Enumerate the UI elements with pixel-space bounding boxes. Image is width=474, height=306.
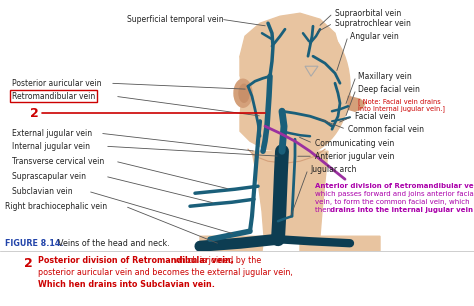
- Text: 2: 2: [24, 257, 32, 271]
- Text: Communicating vein: Communicating vein: [315, 139, 394, 148]
- Text: into Internal jugular vein.]: into Internal jugular vein.]: [358, 105, 445, 112]
- Text: Common facial vein: Common facial vein: [348, 125, 424, 134]
- Text: Internal jugular vein: Internal jugular vein: [12, 142, 90, 151]
- Text: drains into the internal jugular vein: drains into the internal jugular vein: [330, 207, 473, 213]
- Text: Veins of the head and neck.: Veins of the head and neck.: [58, 239, 170, 248]
- Text: FIGURE 8.14.: FIGURE 8.14.: [5, 239, 64, 248]
- Text: Supraorbital vein: Supraorbital vein: [335, 9, 401, 18]
- Polygon shape: [300, 236, 380, 251]
- Text: which passes forward and joins anterior facial: which passes forward and joins anterior …: [315, 191, 474, 197]
- Text: Anterior division of Retromandibular vein,: Anterior division of Retromandibular vei…: [315, 183, 474, 189]
- Text: which is joined by the: which is joined by the: [174, 256, 262, 265]
- Text: Angular vein: Angular vein: [350, 32, 399, 41]
- Text: Facial vein: Facial vein: [355, 112, 395, 121]
- Ellipse shape: [234, 79, 252, 107]
- Ellipse shape: [240, 16, 350, 156]
- Text: [ Note: Facial vein drains: [ Note: Facial vein drains: [358, 98, 441, 105]
- Text: Maxillary vein: Maxillary vein: [358, 72, 412, 81]
- Text: Retromandibular vein: Retromandibular vein: [12, 92, 95, 101]
- Polygon shape: [240, 51, 350, 151]
- Polygon shape: [252, 151, 328, 241]
- Text: Deep facial vein: Deep facial vein: [358, 85, 420, 94]
- Text: Superficial temporal vein: Superficial temporal vein: [127, 15, 223, 24]
- Text: Which hen drains into Subclavian vein.: Which hen drains into Subclavian vein.: [38, 281, 215, 289]
- Polygon shape: [348, 96, 365, 111]
- Text: vein, to form the common facial vein, which: vein, to form the common facial vein, wh…: [315, 199, 470, 205]
- Text: Right brachiocephalic vein: Right brachiocephalic vein: [5, 202, 107, 211]
- Text: Posterior division of Retromandibular vein,: Posterior division of Retromandibular ve…: [38, 256, 237, 265]
- Text: 2: 2: [30, 107, 39, 120]
- Text: posterior auricular vein and becomes the external jugular vein,: posterior auricular vein and becomes the…: [38, 268, 293, 278]
- Text: then: then: [315, 207, 333, 213]
- Text: Subclavian vein: Subclavian vein: [12, 187, 73, 196]
- Text: Posterior auricular vein: Posterior auricular vein: [12, 79, 101, 88]
- Text: Transverse cervical vein: Transverse cervical vein: [12, 157, 104, 166]
- Polygon shape: [240, 13, 340, 76]
- Text: Suprascapular vein: Suprascapular vein: [12, 172, 86, 181]
- Text: Jugular arch: Jugular arch: [310, 165, 356, 174]
- Text: Supratrochlear vein: Supratrochlear vein: [335, 19, 411, 28]
- Text: Anterior jugular vein: Anterior jugular vein: [315, 152, 394, 161]
- Polygon shape: [200, 236, 264, 251]
- Ellipse shape: [239, 84, 249, 102]
- Text: External jugular vein: External jugular vein: [12, 129, 92, 138]
